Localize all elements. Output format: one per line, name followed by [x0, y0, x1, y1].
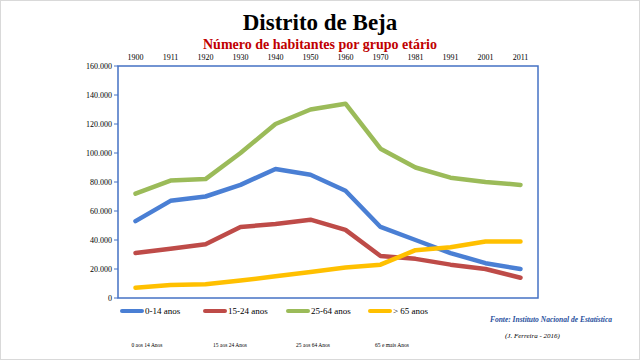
- y-tick: [114, 66, 118, 67]
- author: (J. Ferreira - 2016): [505, 332, 561, 340]
- x-tick-label: 1920: [198, 53, 214, 62]
- series-line: [136, 104, 521, 194]
- legend-swatch: [288, 309, 308, 313]
- chart-container: Distrito de Beja Número de habitantes por…: [0, 0, 640, 360]
- annotation: 65 e mais Anos: [375, 342, 409, 348]
- subtitle: Número de habitantes por grupo etário: [203, 37, 437, 52]
- series-group: [136, 104, 521, 288]
- x-tick-label: 1911: [163, 53, 179, 62]
- x-tick-label: 2001: [478, 53, 494, 62]
- legend-label: 25-64 anos: [311, 306, 351, 316]
- y-tick: [114, 240, 118, 241]
- legend-swatch: [205, 309, 225, 313]
- x-tick-label: 1900: [128, 53, 144, 62]
- background: [1, 1, 640, 360]
- y-tick: [114, 124, 118, 125]
- title: Distrito de Beja: [243, 10, 398, 35]
- x-tick-label: 1960: [338, 53, 354, 62]
- y-tick: [114, 182, 118, 183]
- legend-swatch: [122, 309, 142, 313]
- y-tick-label: 60.000: [90, 207, 112, 216]
- x-tick-label: 1950: [303, 53, 319, 62]
- annotation: 15 aos 24 Anos: [213, 342, 247, 348]
- x-tick-label: 1930: [233, 53, 249, 62]
- chart: Distrito de Beja Número de habitantes por…: [0, 0, 640, 360]
- y-tick: [114, 211, 118, 212]
- y-tick: [114, 153, 118, 154]
- x-tick-label: 1981: [408, 53, 424, 62]
- series-line: [136, 169, 521, 269]
- y-tick: [114, 95, 118, 96]
- annotation: 25 aos 64 Anos: [296, 342, 330, 348]
- x-tick-label: 2011: [513, 53, 529, 62]
- legend-swatch: [370, 309, 390, 313]
- annotation: 0 aos 14 Anos: [131, 342, 162, 348]
- legend-label: 15-24 anos: [228, 306, 268, 316]
- legend-label: 0-14 anos: [145, 306, 181, 316]
- series-line: [136, 241, 521, 287]
- y-tick-label: 140.000: [86, 91, 112, 100]
- y-tick-label: 40.000: [90, 236, 112, 245]
- y-tick-label: 160.000: [86, 62, 112, 71]
- x-tick-label: 1940: [268, 53, 284, 62]
- y-tick-label: 80.000: [90, 178, 112, 187]
- source: Fonte: Instituto Nacional de Estatística: [490, 315, 612, 324]
- legend-label: > 65 anos: [393, 306, 429, 316]
- x-tick-label: 1991: [443, 53, 459, 62]
- y-tick-label: 100.000: [86, 149, 112, 158]
- y-tick-label: 120.000: [86, 120, 112, 129]
- plot-frame: [118, 66, 538, 298]
- y-tick: [114, 269, 118, 270]
- x-tick-label: 1970: [373, 53, 389, 62]
- y-tick-label: 0: [108, 294, 112, 303]
- y-tick: [114, 298, 118, 299]
- y-tick-label: 20.000: [90, 265, 112, 274]
